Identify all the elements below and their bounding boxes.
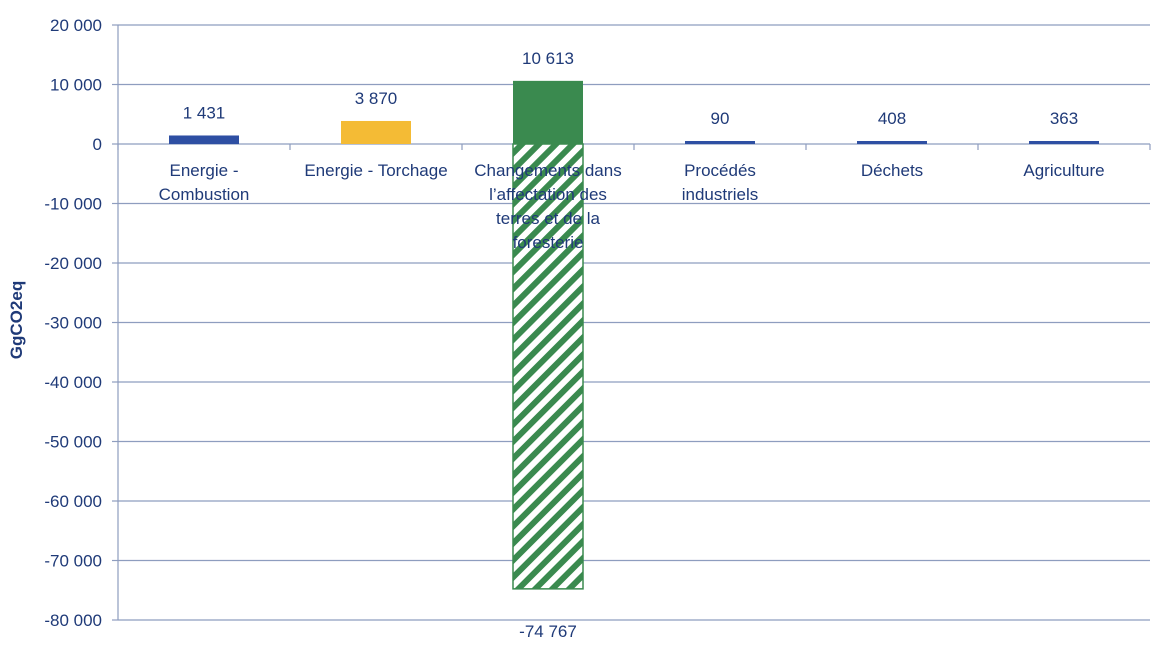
y-tick-label: -60 000: [44, 492, 102, 511]
category-labels: Energie - Combustion Energie - Torchage Cha…: [159, 161, 1105, 252]
y-tick-label: -10 000: [44, 195, 102, 214]
category-label: Agriculture: [1023, 161, 1104, 180]
y-axis: 20 000 10 000 0 -10 000 -20 000 -30 000 -40 00…: [44, 16, 1151, 630]
y-tick-label: 20 000: [50, 16, 102, 35]
bar: [169, 135, 239, 144]
y-tick-label: 10 000: [50, 76, 102, 95]
category-label: Energie - Combustion: [159, 161, 250, 204]
bars: [169, 80, 1099, 590]
y-tick-label: -70 000: [44, 552, 102, 571]
category-label-line: Changements dans: [474, 161, 621, 180]
data-label: 90: [711, 109, 730, 128]
category-label-line: Déchets: [861, 161, 923, 180]
gridlines: [118, 24, 1150, 621]
category-label-line: Procédés: [684, 161, 756, 180]
bar: [341, 120, 411, 144]
category-label: Procédés industriels: [682, 161, 759, 204]
y-tick-label: 0: [93, 135, 102, 154]
data-label: 363: [1050, 109, 1078, 128]
y-tick-label: -20 000: [44, 254, 102, 273]
bar: [857, 141, 927, 144]
data-label: 408: [878, 109, 906, 128]
y-tick-label: -50 000: [44, 433, 102, 452]
data-label: 10 613: [522, 49, 574, 68]
data-label: 1 431: [183, 103, 226, 122]
category-label-line: terres et de la: [496, 209, 600, 228]
category-label-line: industriels: [682, 185, 759, 204]
data-label: 3 870: [355, 89, 398, 108]
bar-negative: [512, 143, 584, 590]
y-tick-label: -40 000: [44, 373, 102, 392]
bar: [513, 80, 583, 144]
data-labels: 1 431 3 870 -74 767 10 613 90 408 363: [183, 49, 1078, 641]
category-label-line: Combustion: [159, 185, 250, 204]
category-label: Energie - Torchage: [304, 161, 447, 180]
category-label-line: l’affectation des: [489, 185, 607, 204]
bar: [1029, 141, 1099, 144]
y-tick-label: -80 000: [44, 611, 102, 630]
y-tick-label: -30 000: [44, 314, 102, 333]
category-label-line: Energie -: [170, 161, 239, 180]
category-label-line: Agriculture: [1023, 161, 1104, 180]
category-label-line: Energie - Torchage: [304, 161, 447, 180]
data-label-negative: -74 767: [519, 622, 577, 641]
bar: [685, 141, 755, 144]
category-label: Déchets: [861, 161, 923, 180]
category-label-line: foresterie: [513, 233, 584, 252]
category-label: Changements dans l’affectation des terres …: [474, 161, 621, 252]
y-axis-title: GgCO2eq: [7, 281, 26, 359]
